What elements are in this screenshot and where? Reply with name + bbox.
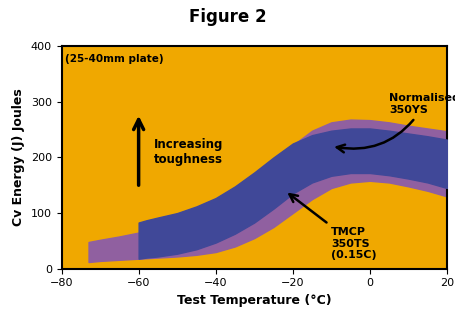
Text: Normalised
350YS: Normalised 350YS [336, 93, 455, 152]
Text: Increasing
toughness: Increasing toughness [154, 138, 223, 166]
Text: TMCP
350TS
(0.15C): TMCP 350TS (0.15C) [289, 194, 376, 260]
Text: Figure 2: Figure 2 [189, 8, 266, 26]
Text: (25-40mm plate): (25-40mm plate) [65, 54, 164, 65]
Y-axis label: Cv Energy (J) Joules: Cv Energy (J) Joules [12, 88, 25, 226]
X-axis label: Test Temperature (°C): Test Temperature (°C) [177, 294, 331, 307]
